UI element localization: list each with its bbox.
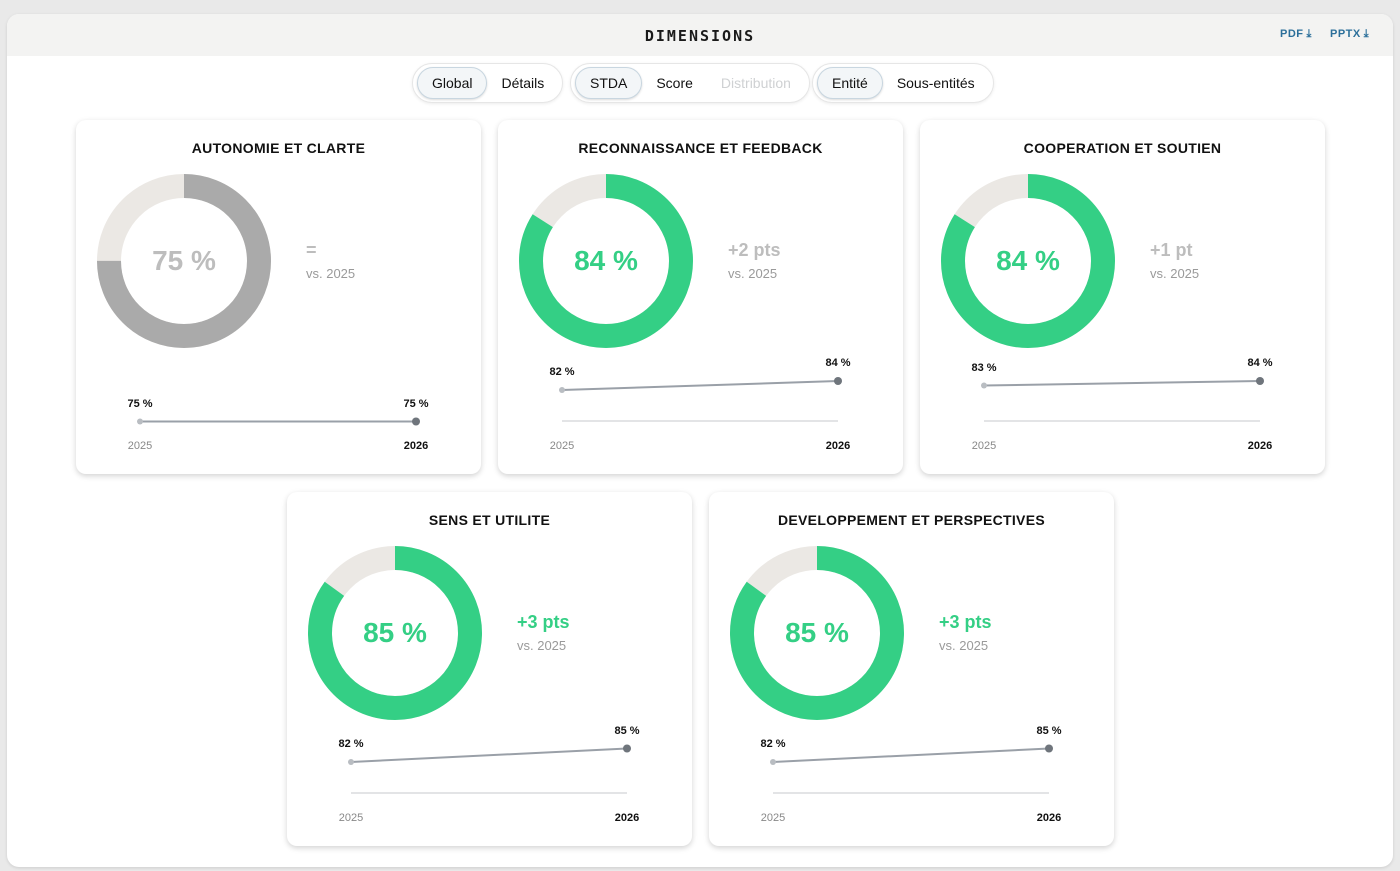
dimension-card: AUTONOMIE ET CLARTE 75 % = vs. 2025 75 % 75 %… [76,120,481,474]
donut-value: 84 % [996,245,1060,276]
donut-chart [941,174,1115,348]
pptx-export-label: PPTX [1330,28,1361,40]
trend-end-point [623,744,631,753]
trend-end-point [412,417,420,426]
comparison-label: vs. 2025 [517,638,567,653]
comparison-label: vs. 2025 [939,638,989,653]
trend-end-label: 84 % [825,357,851,369]
download-icon: ⤓ [1306,28,1312,40]
donut-chart [519,174,693,348]
donut-arc [519,174,693,348]
pptx-export-button[interactable]: PPTX ⤓ [1330,28,1369,41]
donut-arc [941,174,1115,348]
donut-value: 85 % [363,617,427,648]
trend-svg [981,377,1264,422]
view-toggle-group: Global Détails [412,63,564,103]
donut-arc [308,546,482,720]
delta-value: = [306,240,317,260]
trend-svg [348,744,631,794]
comparison-label: vs. 2025 [1150,266,1200,281]
trend-end-year: 2026 [614,812,640,824]
pdf-export-label: PDF [1280,28,1304,40]
page-title: DIMENSIONS [644,27,756,45]
toggle-global[interactable]: Global [417,67,488,99]
metric-toggle-group: STDA Score Distribution [570,63,810,103]
trend-line [350,747,628,763]
donut-chart [97,174,271,348]
trend-start-label: 82 % [760,738,786,750]
trend-end-point [1256,377,1264,385]
trend-start-year: 2025 [971,440,997,452]
trend-chart: 75 % 75 % 2025 2026 [116,358,446,458]
toggle-sous-entites[interactable]: Sous-entités [896,75,975,91]
card-title: DEVELOPPEMENT ET PERSPECTIVES [778,512,1045,528]
pdf-export-button[interactable]: PDF ⤓ [1280,28,1312,41]
dimension-card: SENS ET UTILITE 85 % +3 pts vs. 2025 82 % 85 … [287,492,692,846]
trend-start-point [559,387,565,393]
trend-start-point [770,759,776,765]
trend-start-year: 2025 [760,812,786,824]
trend-svg [559,377,842,422]
trend-end-year: 2026 [403,440,429,452]
delta-value: +1 pt [1150,240,1193,260]
trend-start-label: 82 % [549,366,575,378]
trend-line [983,380,1261,387]
download-icon: ⤓ [1363,28,1370,40]
delta-value: +2 pts [728,240,781,260]
donut-value: 84 % [574,245,638,276]
toggle-entite[interactable]: Entité [817,67,883,99]
trend-end-year: 2026 [1036,812,1062,824]
comparison-label: vs. 2025 [728,266,778,281]
dimension-card: DEVELOPPEMENT ET PERSPECTIVES 85 % +3 pts v… [709,492,1114,846]
trend-start-year: 2025 [338,812,364,824]
card-title: SENS ET UTILITE [428,512,551,528]
donut-value: 75 % [152,245,216,276]
trend-start-label: 82 % [338,738,364,750]
toggle-score[interactable]: Score [656,75,693,91]
donut-chart [730,546,904,720]
panel-header: DIMENSIONS PDF ⤓ PPTX ⤓ [7,14,1393,56]
toggle-distribution: Distribution [720,75,791,91]
dimension-card: RECONNAISSANCE ET FEEDBACK 84 % +2 pts vs. … [498,120,903,474]
donut-arc [97,174,271,348]
trend-end-label: 85 % [1036,724,1062,737]
trend-start-year: 2025 [549,440,575,452]
trend-start-point [137,418,143,425]
trend-end-point [1045,744,1053,753]
trend-start-label: 83 % [971,361,997,374]
trend-start-point [981,382,987,389]
scope-toggle-group: Entité Sous-entités [812,63,994,103]
donut-value: 85 % [785,617,849,648]
trend-end-label: 85 % [614,724,640,737]
delta-value: +3 pts [517,612,570,632]
trend-start-point [348,759,354,765]
trend-line [772,747,1050,763]
donut-arc [730,546,904,720]
trend-line [561,380,839,391]
card-title: COOPERATION ET SOUTIEN [1023,140,1222,156]
delta-value: +3 pts [939,612,992,632]
trend-chart: 82 % 84 % 2025 2026 [538,357,868,458]
trend-end-point [834,377,842,385]
trend-end-year: 2026 [1247,440,1273,452]
comparison-label: vs. 2025 [306,266,356,281]
trend-start-label: 75 % [127,397,153,410]
trend-end-label: 75 % [403,397,429,410]
card-title: AUTONOMIE ET CLARTE [191,140,366,156]
trend-end-year: 2026 [825,440,851,452]
card-title: RECONNAISSANCE ET FEEDBACK [578,140,823,156]
dimension-card: COOPERATION ET SOUTIEN 84 % +1 pt vs. 2025 8… [920,120,1325,474]
trend-chart: 82 % 85 % 2025 2026 [327,725,657,830]
trend-chart: 82 % 85 % 2025 2026 [749,725,1079,830]
trend-chart: 83 % 84 % 2025 2026 [960,357,1290,458]
trend-svg [770,744,1053,794]
donut-chart [308,546,482,720]
trend-end-label: 84 % [1247,357,1273,369]
trend-svg [137,417,420,426]
toggle-details[interactable]: Détails [501,75,545,91]
toggle-stda[interactable]: STDA [575,67,643,99]
trend-start-year: 2025 [127,440,153,452]
